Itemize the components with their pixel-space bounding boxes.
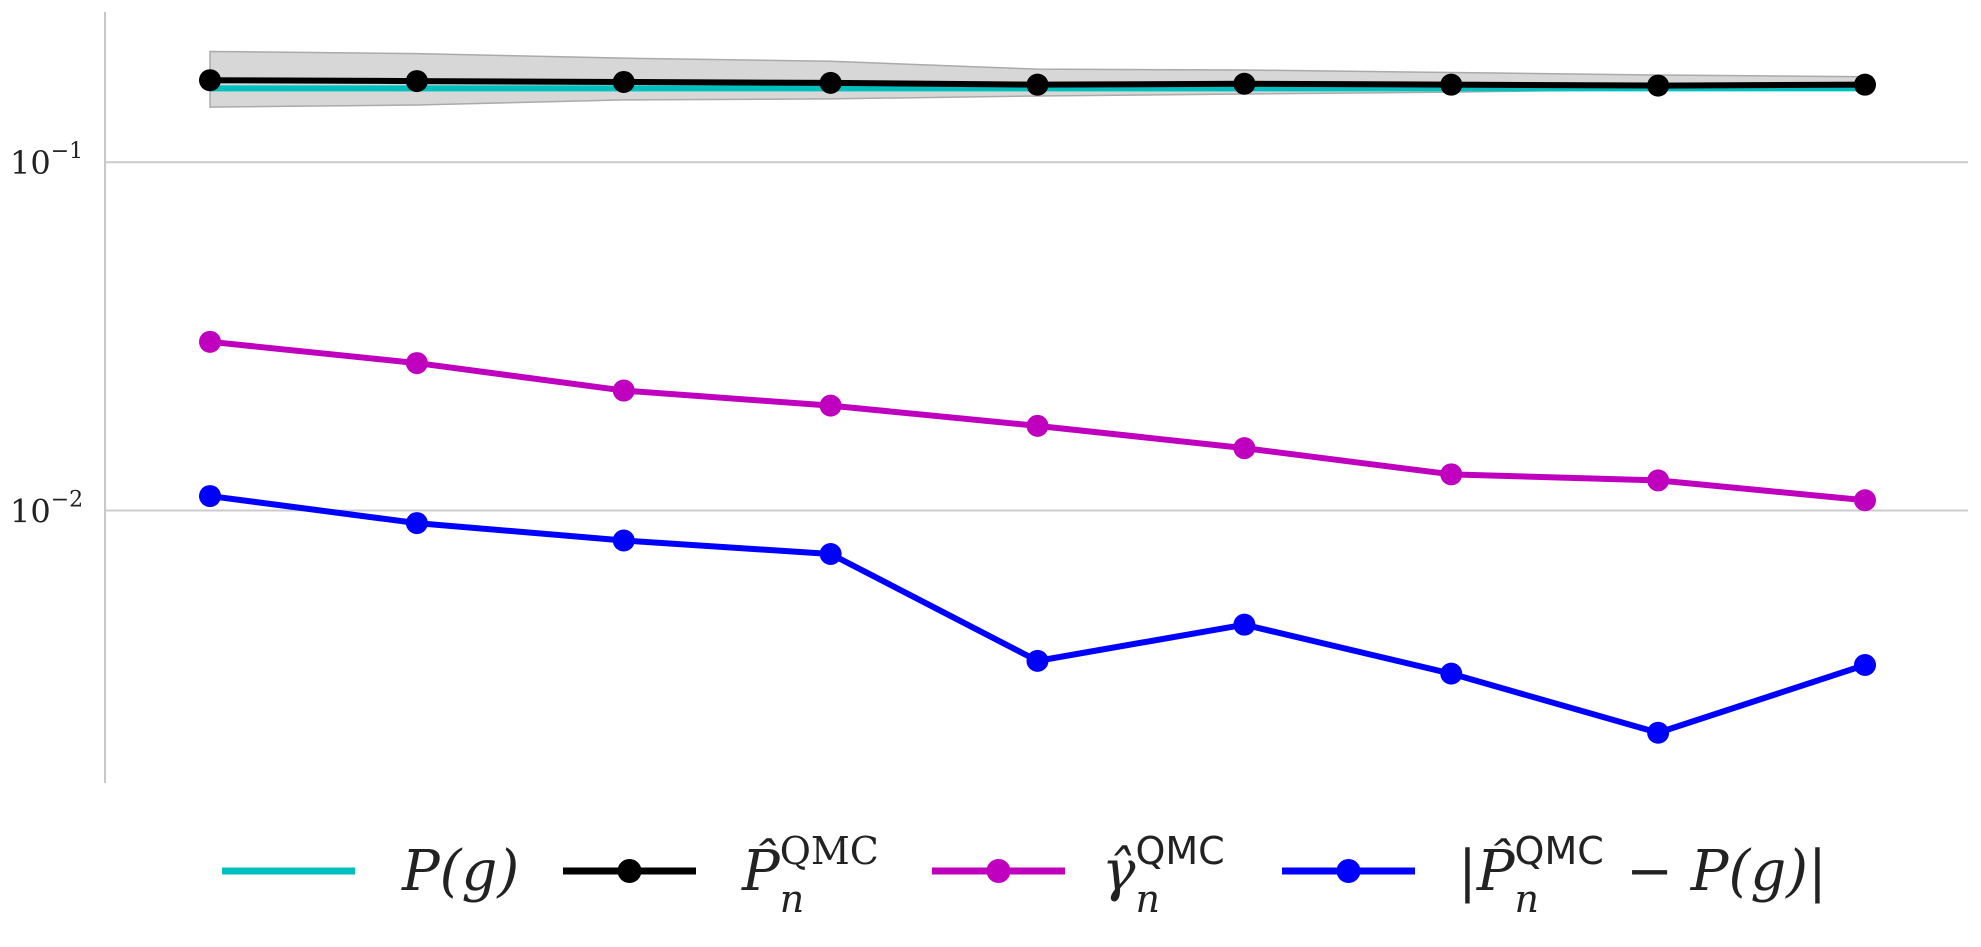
y-tick-label: 10−2 bbox=[10, 487, 83, 530]
legend-item-err: |P̂QMC n − P(g)| bbox=[1282, 829, 1827, 921]
legend-label-hat_P: P̂QMC n bbox=[741, 829, 879, 921]
data-point-gamma bbox=[819, 394, 842, 417]
data-point-hat_P bbox=[819, 71, 842, 94]
data-point-gamma bbox=[405, 352, 428, 375]
data-point-gamma bbox=[199, 330, 221, 353]
y-tick-label: 10−1 bbox=[10, 139, 83, 182]
data-point-hat_P bbox=[199, 69, 221, 92]
legend-label-gamma: γ̂QMC n bbox=[1102, 829, 1225, 921]
series-line-err bbox=[209, 493, 1866, 736]
data-point-err bbox=[1026, 649, 1049, 672]
data-point-hat_P bbox=[1854, 73, 1876, 96]
data-point-gamma bbox=[1440, 463, 1463, 486]
data-point-err bbox=[1854, 654, 1876, 677]
legend-item-gamma: γ̂QMC n bbox=[932, 829, 1225, 921]
series-gamma bbox=[199, 330, 1876, 512]
data-point-gamma bbox=[1854, 489, 1876, 512]
data-point-err bbox=[405, 512, 428, 535]
data-point-gamma bbox=[1647, 469, 1670, 492]
series-lines bbox=[199, 69, 1876, 744]
series-hat_P bbox=[199, 69, 1876, 97]
legend: P(g) P̂QMC n γ̂QMC n |P̂QMC n − P(g)| bbox=[222, 829, 1827, 921]
data-point-hat_P bbox=[1647, 74, 1670, 97]
data-point-err bbox=[199, 485, 221, 508]
data-point-gamma bbox=[1026, 414, 1049, 437]
legend-marker-hat_P bbox=[617, 859, 642, 883]
legend-label-P: P(g) bbox=[401, 839, 519, 904]
data-point-hat_P bbox=[1233, 72, 1256, 95]
data-point-gamma bbox=[612, 379, 635, 402]
legend-item-hat_P: P̂QMC n bbox=[563, 829, 879, 921]
legend-marker-err bbox=[1336, 859, 1361, 883]
series-err bbox=[199, 485, 1876, 744]
data-point-hat_P bbox=[612, 70, 635, 93]
data-point-hat_P bbox=[405, 70, 428, 93]
data-point-err bbox=[1440, 662, 1463, 685]
legend-label-err: |P̂QMC n − P(g)| bbox=[1458, 829, 1827, 921]
data-point-hat_P bbox=[1440, 73, 1463, 96]
y-tick-labels: 10−1 10−2 bbox=[10, 139, 83, 530]
data-point-hat_P bbox=[1026, 73, 1049, 96]
data-point-err bbox=[1647, 721, 1670, 744]
grid bbox=[105, 161, 1968, 512]
data-point-err bbox=[612, 529, 635, 552]
data-point-err bbox=[1233, 613, 1256, 636]
legend-item-P: P(g) bbox=[222, 839, 519, 904]
data-point-gamma bbox=[1233, 437, 1256, 460]
legend-marker-gamma bbox=[986, 859, 1011, 883]
data-point-err bbox=[819, 542, 842, 565]
